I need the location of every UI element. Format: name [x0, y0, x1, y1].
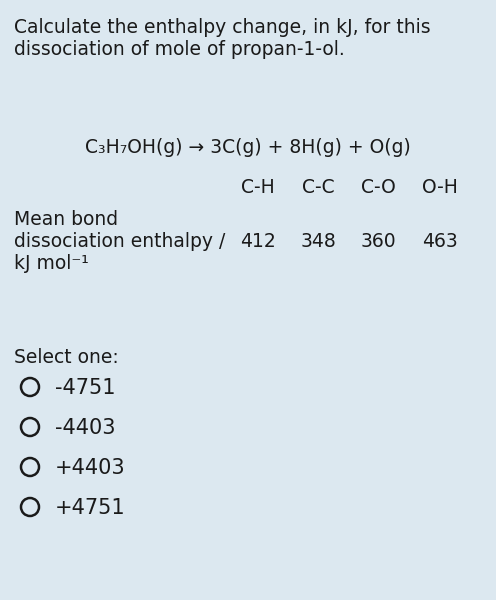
- Text: -4403: -4403: [55, 418, 116, 438]
- Text: +4403: +4403: [55, 458, 125, 478]
- Text: Calculate the enthalpy change, in kJ, for this: Calculate the enthalpy change, in kJ, fo…: [14, 18, 431, 37]
- Text: dissociation enthalpy /: dissociation enthalpy /: [14, 232, 225, 251]
- Text: 463: 463: [422, 232, 458, 251]
- Text: 412: 412: [240, 232, 276, 251]
- Text: dissociation of mole of propan-1-ol.: dissociation of mole of propan-1-ol.: [14, 40, 345, 59]
- Text: O-H: O-H: [422, 178, 458, 197]
- Text: 360: 360: [360, 232, 396, 251]
- Text: +4751: +4751: [55, 498, 125, 518]
- Text: C₃H₇OH(g) → 3C(g) + 8H(g) + O(g): C₃H₇OH(g) → 3C(g) + 8H(g) + O(g): [85, 138, 411, 157]
- Text: C-O: C-O: [361, 178, 395, 197]
- Text: 348: 348: [300, 232, 336, 251]
- Text: -4751: -4751: [55, 378, 116, 398]
- Text: Mean bond: Mean bond: [14, 210, 118, 229]
- Text: kJ mol⁻¹: kJ mol⁻¹: [14, 254, 89, 273]
- Text: Select one:: Select one:: [14, 348, 119, 367]
- Text: C-C: C-C: [302, 178, 334, 197]
- Text: C-H: C-H: [241, 178, 275, 197]
